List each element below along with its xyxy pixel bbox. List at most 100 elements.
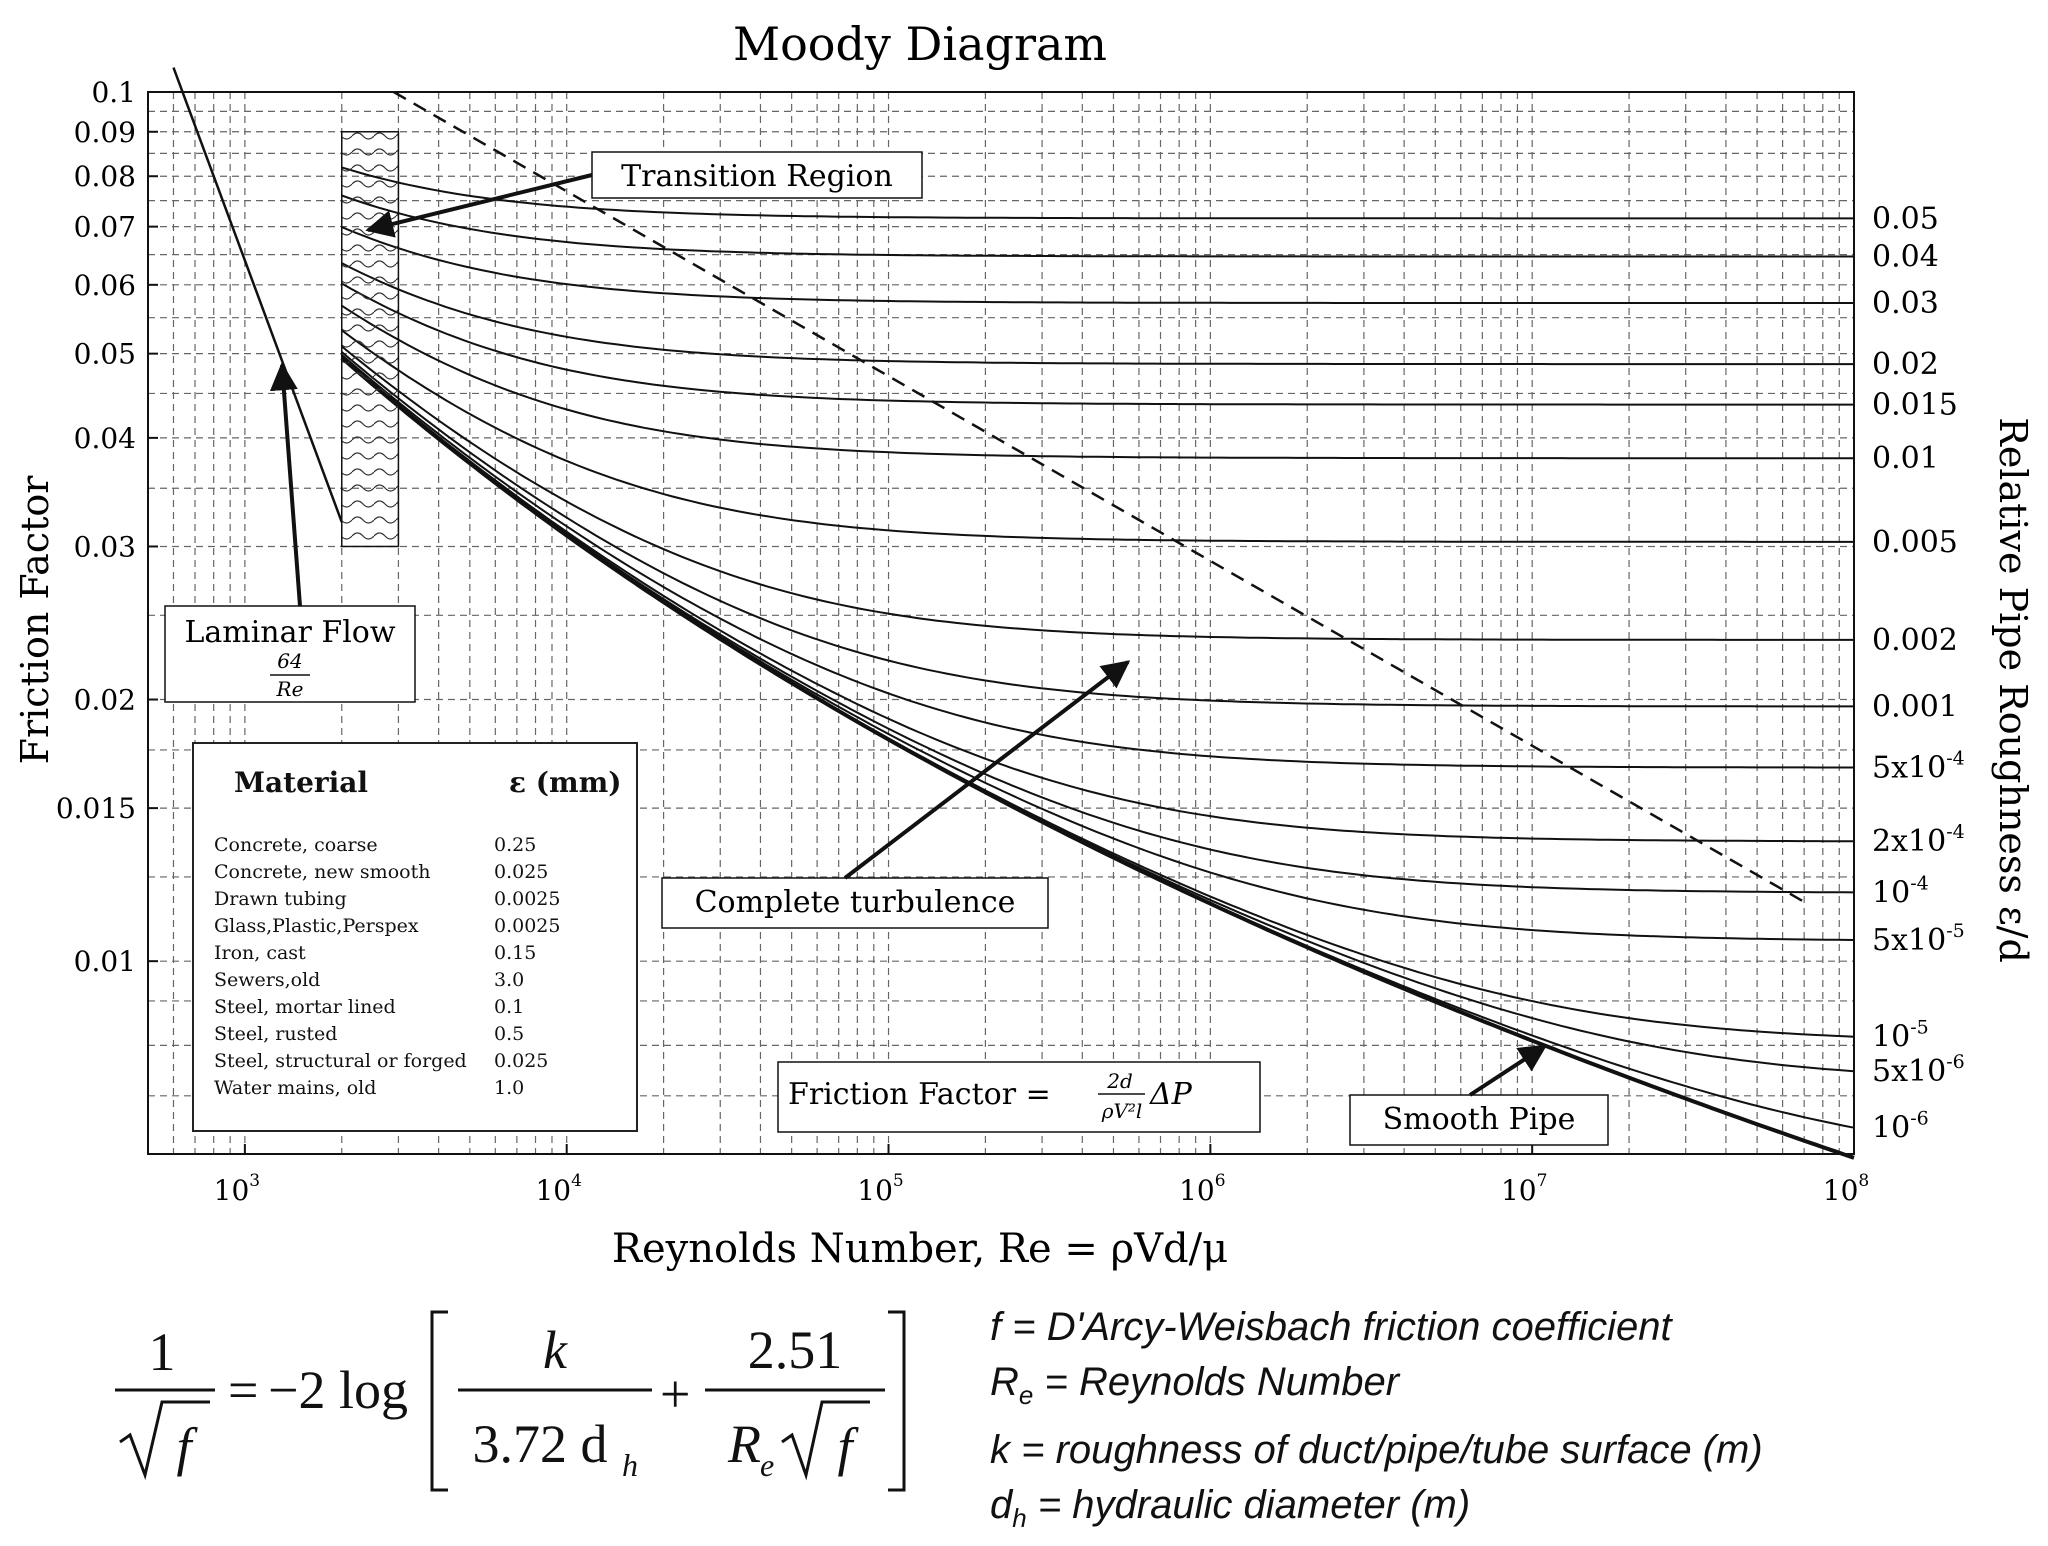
complete-turbulence-label: Complete turbulence [695, 885, 1016, 920]
eq-frac2-sub: e [760, 1447, 774, 1483]
roughness-label: 0.05 [1872, 201, 1939, 236]
material-row: Steel, structural or forged 0.025 [214, 1050, 614, 1077]
material-row: Glass,Plastic,Perspex 0.0025 [214, 915, 614, 942]
material-row: Iron, cast 0.15 [214, 942, 614, 969]
roughness-curves: 0.05 0.04 0.03 0.02 0.015 0.01 0.005 0.002 0.001… [172, 67, 1965, 1160]
y-tick-label: 0.09 [74, 116, 136, 149]
material-name: Steel, mortar lined [214, 996, 396, 1018]
eq-frac1-num: k [543, 1320, 568, 1380]
material-row: Concrete, new smooth 0.025 [214, 861, 614, 888]
definitions: f = D'Arcy-Weisbach friction coefficient… [990, 1300, 2040, 1546]
roughness-curve [341, 354, 1854, 769]
roughness-label: 0.002 [1872, 623, 1958, 658]
y-tick-label: 0.1 [91, 76, 136, 109]
y-tick-label: 0.08 [74, 160, 136, 193]
roughness-curve [341, 226, 1854, 304]
material-row: Steel, mortar lined 0.1 [214, 996, 614, 1023]
eq-lhs-sqrt-f: f [176, 1417, 198, 1477]
y-tick-label: 0.02 [74, 684, 136, 717]
material-row: Sewers,old 3.0 [214, 969, 614, 996]
x-tick-label: 105 [857, 1171, 903, 1207]
eq-frac1-sub: h [622, 1447, 638, 1483]
material-header: Material [234, 766, 369, 799]
material-row: Drawn tubing 0.0025 [214, 888, 614, 915]
plot-frame [147, 91, 1855, 1155]
friction-formula-num: 2d [1106, 1069, 1133, 1093]
friction-formula-dp: ΔP [1149, 1077, 1193, 1112]
laminar-annotation: Laminar Flow 64 Re [164, 362, 416, 703]
roughness-label: 10-5 [1872, 1017, 1929, 1055]
roughness-curve [341, 345, 1854, 641]
material-epsilon: 3.0 [494, 969, 525, 991]
eq-frac2-num: 2.51 [748, 1320, 843, 1380]
y2-axis-label: Relative Pipe Roughness ε/d [1991, 417, 2035, 963]
laminar-formula-num: 64 [277, 649, 302, 673]
material-name: Iron, cast [214, 942, 306, 964]
material-name: Concrete, coarse [214, 834, 378, 856]
material-epsilon: 0.025 [494, 861, 549, 883]
roughness-curve [341, 304, 1854, 460]
roughness-label: 0.03 [1872, 286, 1939, 321]
roughness-label: 5x10-5 [1872, 920, 1965, 958]
material-table: Material ε (mm) Concrete, coarse 0.25 Conc… [192, 742, 638, 1132]
material-epsilon: 0.1 [494, 996, 525, 1018]
definition-line: f = D'Arcy-Weisbach friction coefficient [990, 1305, 1672, 1349]
material-epsilon: 0.0025 [494, 915, 561, 937]
y-tick-label: 0.03 [74, 530, 136, 563]
roughness-label: 0.01 [1872, 441, 1939, 476]
transition-region [341, 131, 400, 548]
roughness-label: 5x10-6 [1872, 1051, 1965, 1089]
roughness-label: 0.001 [1872, 689, 1958, 724]
complete-turbulence-annotation: Complete turbulence [661, 660, 1131, 929]
roughness-label: 2x10-4 [1872, 821, 1965, 859]
roughness-label: 10-6 [1872, 1108, 1929, 1146]
y-axis-label: Friction Factor [13, 475, 57, 765]
friction-formula-den: ρV²l [1101, 1099, 1143, 1123]
smooth-pipe-annotation: Smooth Pipe [1349, 1044, 1609, 1146]
roughness-label: 0.015 [1872, 388, 1958, 423]
laminar-line [172, 67, 343, 523]
roughness-label: 10-4 [1872, 872, 1929, 910]
definition-line: Re = Reynolds Number [990, 1360, 1400, 1410]
eq-coef: −2 log [268, 1360, 408, 1420]
colebrook-equation: 1 f = −2 log k 3.72 d h + 2.51 R e f [115, 1310, 906, 1492]
material-epsilon: 0.15 [494, 942, 537, 964]
colebrook-section: 1 f = −2 log k 3.72 d h + 2.51 R e f f =… [0, 1290, 2048, 1536]
roughness-curve [341, 166, 1854, 220]
material-epsilon: 0.5 [494, 1023, 525, 1045]
eq-frac1-den: 3.72 d [473, 1414, 608, 1474]
definition-line: k = roughness of duct/pipe/tube surface … [990, 1428, 1763, 1472]
x-axis-label: Reynolds Number, Re = ρVd/μ [612, 1226, 1228, 1272]
roughness-curve [341, 329, 1854, 543]
roughness-curve [341, 282, 1854, 406]
material-name: Water mains, old [214, 1077, 377, 1099]
smooth-pipe-curve [340, 356, 1855, 1160]
roughness-label: 0.04 [1872, 240, 1939, 275]
friction-formula-text: Friction Factor = [788, 1077, 1051, 1112]
material-name: Drawn tubing [214, 888, 347, 910]
transition-annotation: Transition Region [365, 151, 923, 238]
material-row: Concrete, coarse 0.25 [214, 834, 614, 861]
material-epsilon: 1.0 [494, 1077, 525, 1099]
roughness-label: 5x10-4 [1872, 747, 1965, 785]
epsilon-header: ε (mm) [509, 766, 622, 799]
x-tick-label: 107 [1501, 1171, 1547, 1207]
laminar-formula-den: Re [276, 677, 304, 701]
roughness-labels: 0.05 0.04 0.03 0.02 0.015 0.01 0.005 0.002 0.001… [1872, 201, 1965, 1145]
eq-frac2-sqrt-f: f [837, 1417, 859, 1477]
material-name: Concrete, new smooth [214, 861, 431, 883]
roughness-label: 0.005 [1872, 525, 1958, 560]
y-tick-label: 0.07 [74, 211, 136, 244]
material-row: Steel, rusted 0.5 [214, 1023, 614, 1050]
roughness-label: 0.02 [1872, 347, 1939, 382]
material-name: Sewers,old [214, 969, 321, 991]
material-epsilon: 0.0025 [494, 888, 561, 910]
y-tick-label: 0.015 [56, 792, 136, 825]
chart-title: Moody Diagram [733, 17, 1107, 71]
material-row: Water mains, old 1.0 [214, 1077, 614, 1104]
material-name: Glass,Plastic,Perspex [214, 915, 419, 937]
complete-turbulence-line [393, 90, 1805, 903]
eq-lhs-num: 1 [149, 1322, 176, 1382]
x-tick-label: 106 [1179, 1171, 1225, 1207]
eq-frac2-den: R [727, 1414, 761, 1474]
